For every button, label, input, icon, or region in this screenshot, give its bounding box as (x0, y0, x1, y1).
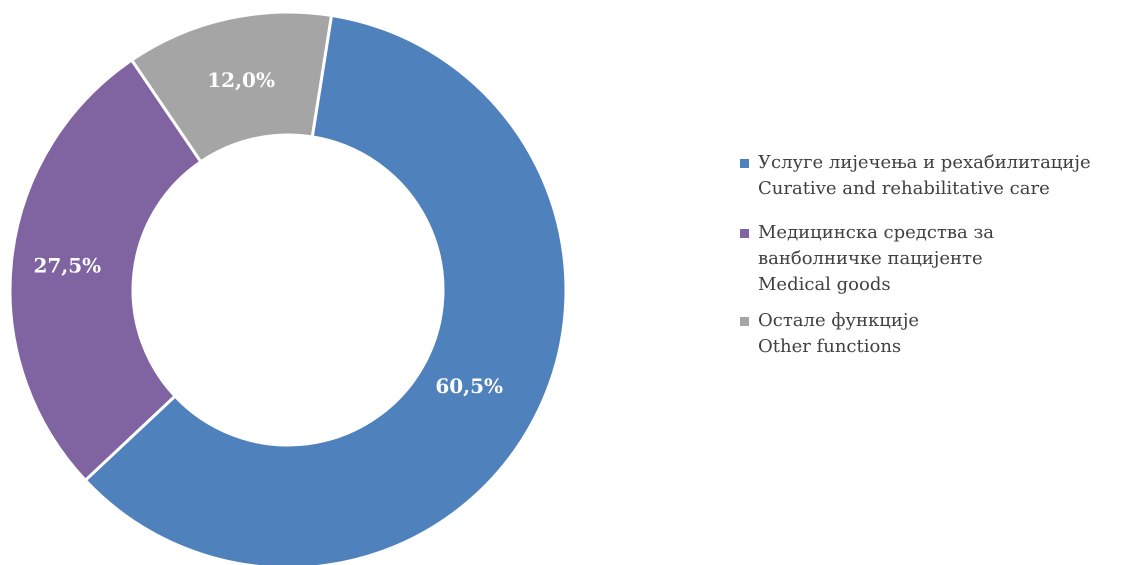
legend-label-line: Other functions (758, 336, 902, 357)
legend-label-line: Curative and rehabilitative care (758, 178, 1050, 199)
legend-label-line: Медицинска средства за (758, 222, 995, 243)
legend-swatch-curative-care (740, 159, 749, 168)
legend-item-other-functions: Остале функције Other functions (740, 308, 1135, 360)
legend-item-curative-care: Услуге лијечења и рехабилитације Curativ… (740, 150, 1135, 202)
donut-chart: 60,5% 27,5% 12,0% (8, 10, 568, 565)
data-labels: 60,5% 27,5% 12,0% (33, 68, 503, 398)
legend-label-line: Услуге лијечења и рехабилитације (758, 152, 1091, 173)
legend: Услуге лијечења и рехабилитације Curativ… (740, 150, 1135, 360)
donut-slice-other-functions (129, 10, 334, 164)
donut-slice-curative-care (83, 13, 568, 565)
legend-swatch-medical-goods (740, 229, 749, 238)
legend-label-line: Остале функције (758, 310, 920, 331)
legend-label-line: ванболничке пацијенте (758, 248, 983, 269)
donut-slice-medical-goods (8, 57, 203, 483)
legend-swatch-other-functions (740, 317, 749, 326)
data-label-other-functions: 12,0% (207, 68, 275, 92)
legend-label-line: Medical goods (758, 274, 891, 295)
data-label-medical-goods: 27,5% (33, 254, 101, 278)
legend-item-medical-goods: Медицинска средства за ванболничке пациј… (740, 220, 1135, 298)
data-label-curative-care: 60,5% (435, 374, 503, 398)
donut-slices (8, 10, 568, 565)
